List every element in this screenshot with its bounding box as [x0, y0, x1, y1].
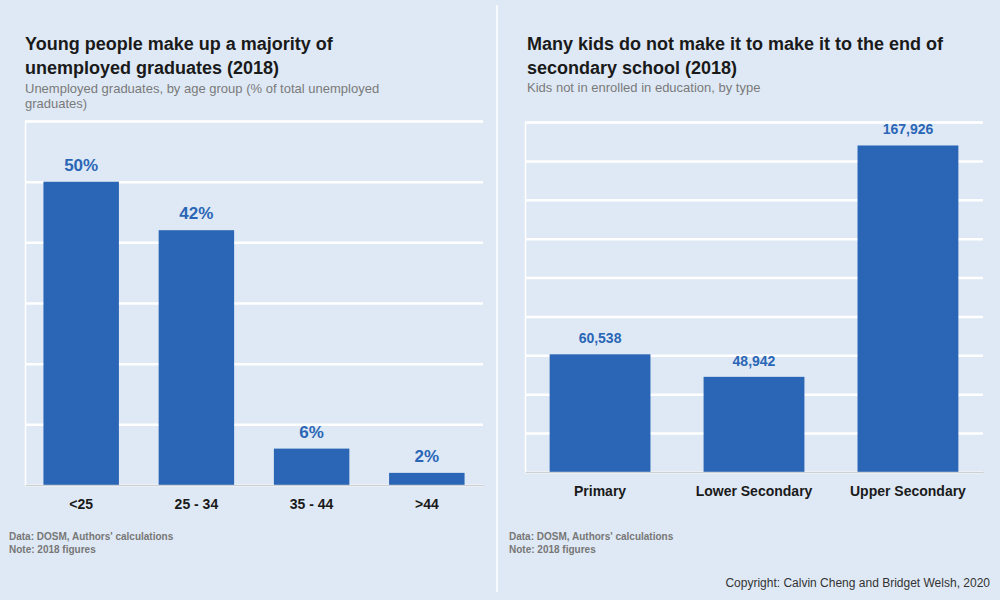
chart-title: Young people make up a majority ofunempl…: [25, 34, 334, 78]
x-axis: <25 25 - 34 35 - 44 >44: [26, 486, 484, 512]
data-label: 6%: [299, 423, 324, 442]
panel-divider: [496, 5, 498, 592]
bar: [159, 230, 234, 485]
x-tick: Upper Secondary: [850, 483, 966, 499]
chart-canvas: Young people make up a majority ofunempl…: [0, 0, 1000, 600]
copyright: Copyright: Calvin Cheng and Bridget Wels…: [725, 576, 990, 590]
chart-subtitle: Kids not in enrolled in education, by ty…: [527, 80, 760, 95]
x-tick-label: 35 - 44: [290, 496, 334, 512]
x-tick: Lower Secondary: [696, 483, 813, 499]
bar: [274, 449, 349, 485]
bar: [389, 473, 464, 485]
y-axis: [25, 122, 483, 486]
data-label: 167,926: [883, 121, 934, 137]
bar: [704, 377, 805, 472]
figure-note: Note: 2018 figures: [9, 544, 96, 555]
x-tick: >44: [415, 496, 439, 512]
x-axis: Primary Lower Secondary Upper Secondary: [526, 473, 984, 499]
x-tick: 25 - 34: [175, 496, 219, 512]
source-note: Data: DOSM, Authors' calculations: [509, 531, 674, 542]
y-tick: [525, 472, 983, 473]
chart-title: Many kids do not make it to make it to t…: [527, 34, 944, 78]
x-tick-label: <25: [69, 496, 93, 512]
x-tick: Primary: [574, 483, 626, 499]
x-tick-label: >44: [415, 496, 439, 512]
bar: [858, 145, 959, 472]
data-labels: 60,538 48,942 167,926: [579, 121, 934, 368]
grid-line: [25, 120, 483, 123]
x-tick-label: Lower Secondary: [696, 483, 813, 499]
source-note: Data: DOSM, Authors' calculations: [9, 531, 174, 542]
y-tick: [25, 121, 483, 122]
chart-panel: Many kids do not make it to make it to t…: [509, 34, 984, 555]
x-tick-label: Upper Secondary: [850, 483, 966, 499]
data-labels: 50% 42% 6% 2%: [64, 156, 439, 466]
x-tick-label: Primary: [574, 483, 626, 499]
figure-note: Note: 2018 figures: [509, 544, 596, 555]
x-axis-line: [26, 485, 484, 487]
data-label: 2%: [415, 447, 440, 466]
bar: [43, 182, 118, 485]
y-axis-line: [26, 122, 484, 486]
y-axis-line: [526, 123, 984, 473]
x-axis-line: [526, 472, 984, 474]
bar: [550, 354, 651, 472]
chart-panel: Young people make up a majority ofunempl…: [9, 34, 484, 555]
data-label: 60,538: [579, 330, 622, 346]
y-axis: [525, 123, 983, 473]
x-tick: 35 - 44: [290, 496, 334, 512]
data-label: 42%: [179, 204, 213, 223]
data-label: 48,942: [733, 353, 776, 369]
chart-subtitle: Unemployed graduates, by age group (% of…: [25, 81, 379, 111]
data-label: 50%: [64, 156, 98, 175]
x-tick-label: 25 - 34: [175, 496, 219, 512]
y-tick: [25, 485, 483, 486]
background: [0, 0, 1000, 600]
bars: [43, 182, 464, 485]
bars: [550, 145, 959, 472]
x-tick: <25: [69, 496, 93, 512]
